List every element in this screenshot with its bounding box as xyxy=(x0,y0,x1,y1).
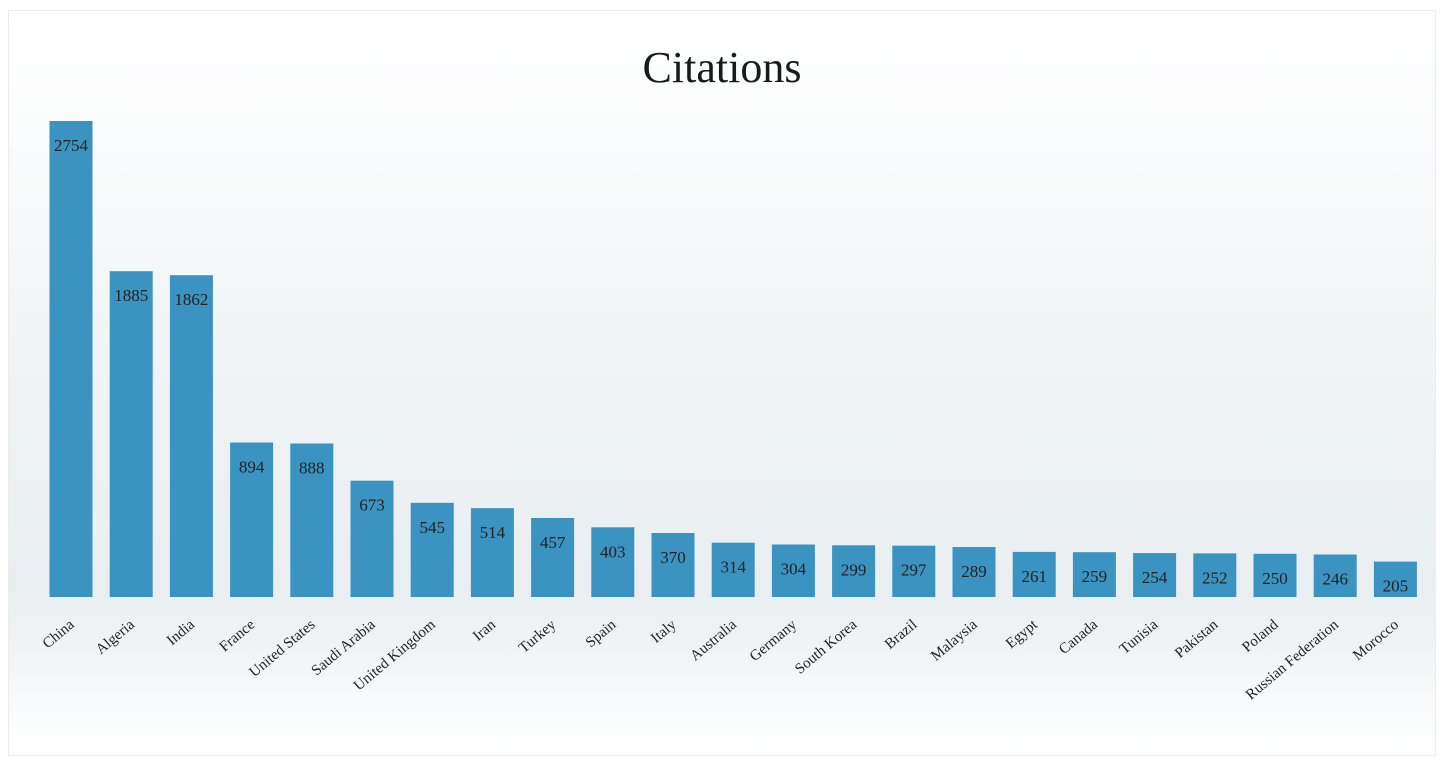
bar-canada xyxy=(1072,552,1116,597)
x-tick-label: Pakistan xyxy=(1172,616,1222,661)
bar-russian-federation xyxy=(1313,554,1357,597)
chart-title: Citations xyxy=(643,43,802,92)
x-tick-label: Tunisia xyxy=(1117,617,1162,658)
bar-value-label: 888 xyxy=(299,459,325,478)
bar-china xyxy=(49,121,93,597)
bar-value-label: 246 xyxy=(1322,570,1348,589)
x-tick-label: United States xyxy=(246,617,318,681)
bar-germany xyxy=(771,544,815,597)
x-tick-label: Egypt xyxy=(1003,616,1041,652)
bar-value-label: 299 xyxy=(841,560,867,579)
bar-value-label: 1862 xyxy=(174,290,208,309)
bar-value-label: 1885 xyxy=(114,286,148,305)
bar-united-kingdom xyxy=(410,502,454,597)
x-tick-label: Brazil xyxy=(882,617,920,653)
x-tick-label: India xyxy=(164,617,198,649)
bar-brazil xyxy=(892,545,936,597)
bar-value-label: 259 xyxy=(1082,567,1108,586)
bar-morocco xyxy=(1373,561,1417,597)
bar-malaysia xyxy=(952,547,996,597)
bar-egypt xyxy=(1012,551,1056,597)
bar-algeria xyxy=(109,271,153,597)
x-tick-label: Italy xyxy=(648,616,680,646)
bar-india xyxy=(169,275,213,597)
bar-value-label: 205 xyxy=(1383,577,1409,596)
bar-south-korea xyxy=(832,545,876,597)
x-tick-label: South Korea xyxy=(792,617,860,678)
x-tick-label: Canada xyxy=(1056,617,1101,658)
bar-value-label: 2754 xyxy=(54,136,89,155)
bar-turkey xyxy=(531,518,575,597)
bar-spain xyxy=(591,527,635,597)
bar-value-label: 673 xyxy=(359,496,385,515)
bar-value-label: 250 xyxy=(1262,569,1288,588)
bar-france xyxy=(230,442,274,597)
bar-value-label: 545 xyxy=(419,518,445,537)
x-tick-label: Poland xyxy=(1239,616,1282,655)
bar-value-label: 514 xyxy=(480,523,506,542)
bar-value-label: 261 xyxy=(1021,567,1047,586)
bar-value-label: 254 xyxy=(1142,568,1168,587)
x-tick-label: Australia xyxy=(687,617,740,665)
bar-pakistan xyxy=(1193,553,1237,597)
chart-frame xyxy=(8,10,1436,756)
bar-value-label: 457 xyxy=(540,533,566,552)
bar-value-label: 314 xyxy=(720,558,746,577)
bar-poland xyxy=(1253,553,1297,597)
bar-saudi-arabia xyxy=(350,480,394,597)
x-tick-label: Turkey xyxy=(516,616,559,656)
x-tick-label: Iran xyxy=(470,616,499,644)
bar-value-label: 370 xyxy=(660,548,686,567)
x-tick-label: France xyxy=(217,617,259,656)
x-tick-label: Morocco xyxy=(1350,617,1402,664)
bar-value-label: 297 xyxy=(901,561,927,580)
bar-value-label: 252 xyxy=(1202,568,1228,587)
bar-value-label: 894 xyxy=(239,458,265,477)
bar-united-states xyxy=(290,443,334,597)
bars-group xyxy=(49,121,1417,597)
x-tick-label: China xyxy=(40,617,78,653)
bar-value-label: 304 xyxy=(781,560,807,579)
bar-value-label: 403 xyxy=(600,542,626,561)
bar-value-label: 289 xyxy=(961,562,987,581)
bar-tunisia xyxy=(1133,553,1177,597)
bar-italy xyxy=(651,533,695,597)
x-tick-label: Algeria xyxy=(93,617,138,658)
x-tick-label: Spain xyxy=(583,616,620,651)
x-tick-label: Malaysia xyxy=(928,617,981,665)
bar-australia xyxy=(711,542,755,597)
bar-iran xyxy=(470,508,514,597)
x-tick-label: Germany xyxy=(747,616,800,664)
value-labels-group: 2754 1885 1862 894 888 673 545 514 457 403 370 314 3… xyxy=(54,136,1408,596)
